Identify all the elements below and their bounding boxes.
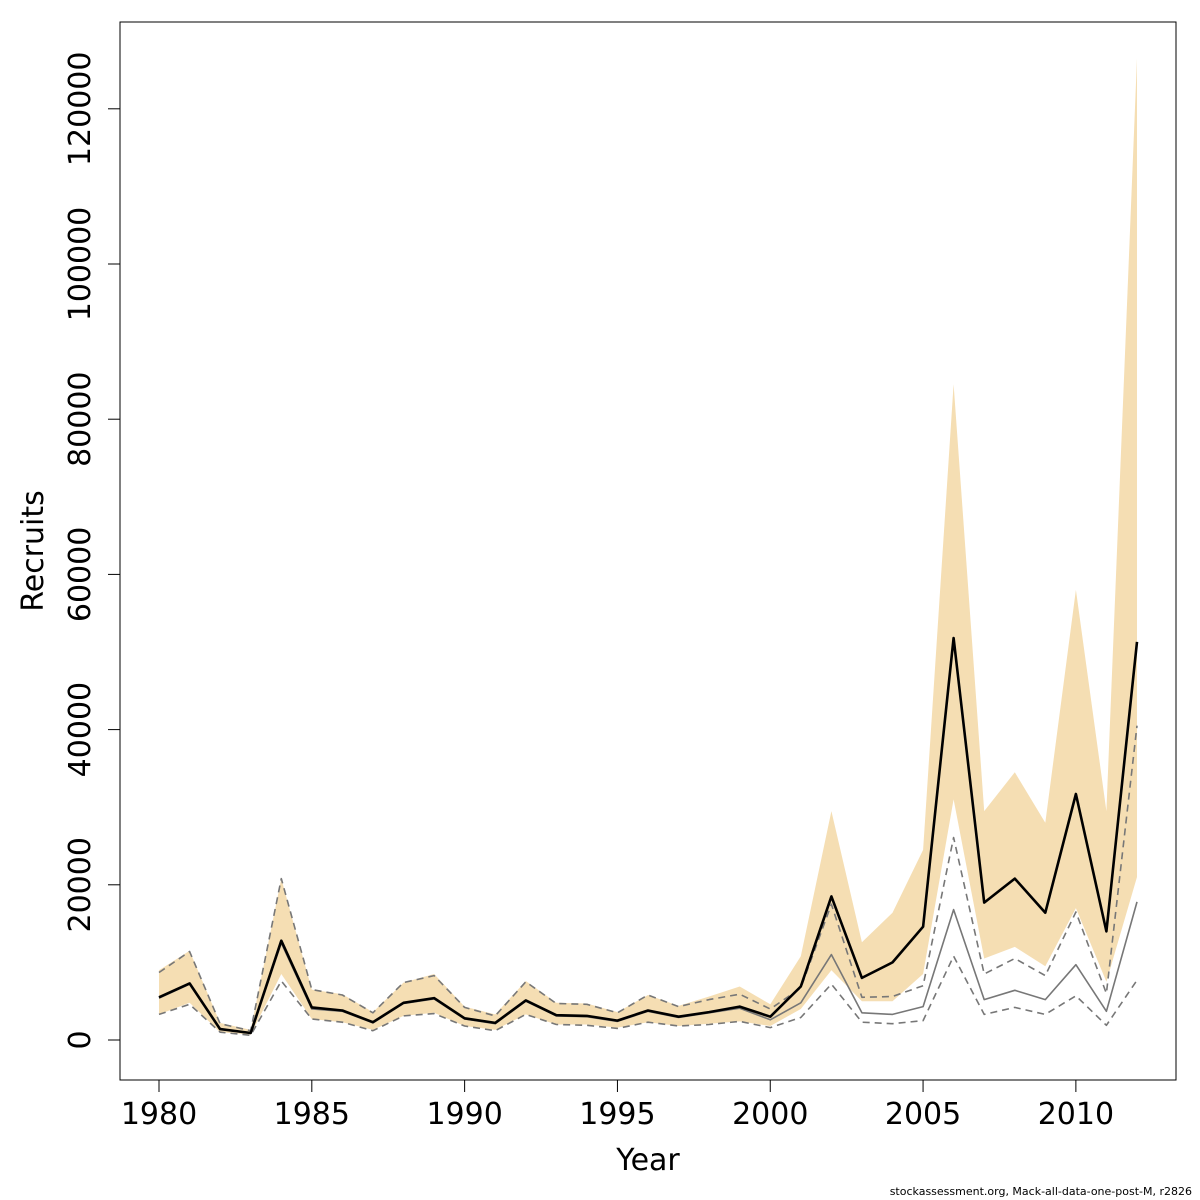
y-tick-label: 100000 bbox=[63, 207, 98, 322]
x-tick-label: 1995 bbox=[579, 1097, 655, 1132]
y-tick-label: 120000 bbox=[63, 52, 98, 167]
series-layer bbox=[158, 636, 1139, 1037]
x-tick-label: 2005 bbox=[885, 1097, 961, 1132]
y-tick-label: 80000 bbox=[63, 371, 98, 466]
x-tick-label: 1990 bbox=[426, 1097, 502, 1132]
confidence-band-layer bbox=[159, 58, 1137, 1035]
x-axis: 1980 1985 1990 1995 2000 2005 2010 bbox=[121, 1079, 1114, 1132]
x-tick-label: 1985 bbox=[274, 1097, 350, 1132]
series-line-alt-lower bbox=[158, 955, 1138, 1037]
x-tick-label: 1980 bbox=[121, 1097, 197, 1132]
y-tick-label: 40000 bbox=[63, 682, 98, 777]
series-line-estimate bbox=[158, 636, 1139, 1035]
x-tick-label: 2010 bbox=[1038, 1097, 1114, 1132]
y-tick-label: 60000 bbox=[63, 527, 98, 622]
x-axis-title: Year bbox=[615, 1143, 680, 1178]
confidence-band bbox=[159, 58, 1137, 1035]
y-axis-title: Recruits bbox=[16, 490, 51, 612]
footer-credit: stockassessment.org, Mack-all-data-one-p… bbox=[889, 1185, 1192, 1198]
y-tick-label: 0 bbox=[63, 1030, 98, 1049]
y-axis: 0 20000 40000 60000 80000 100000 120000 bbox=[63, 52, 121, 1050]
y-tick-label: 20000 bbox=[63, 837, 98, 932]
x-tick-label: 2000 bbox=[732, 1097, 808, 1132]
